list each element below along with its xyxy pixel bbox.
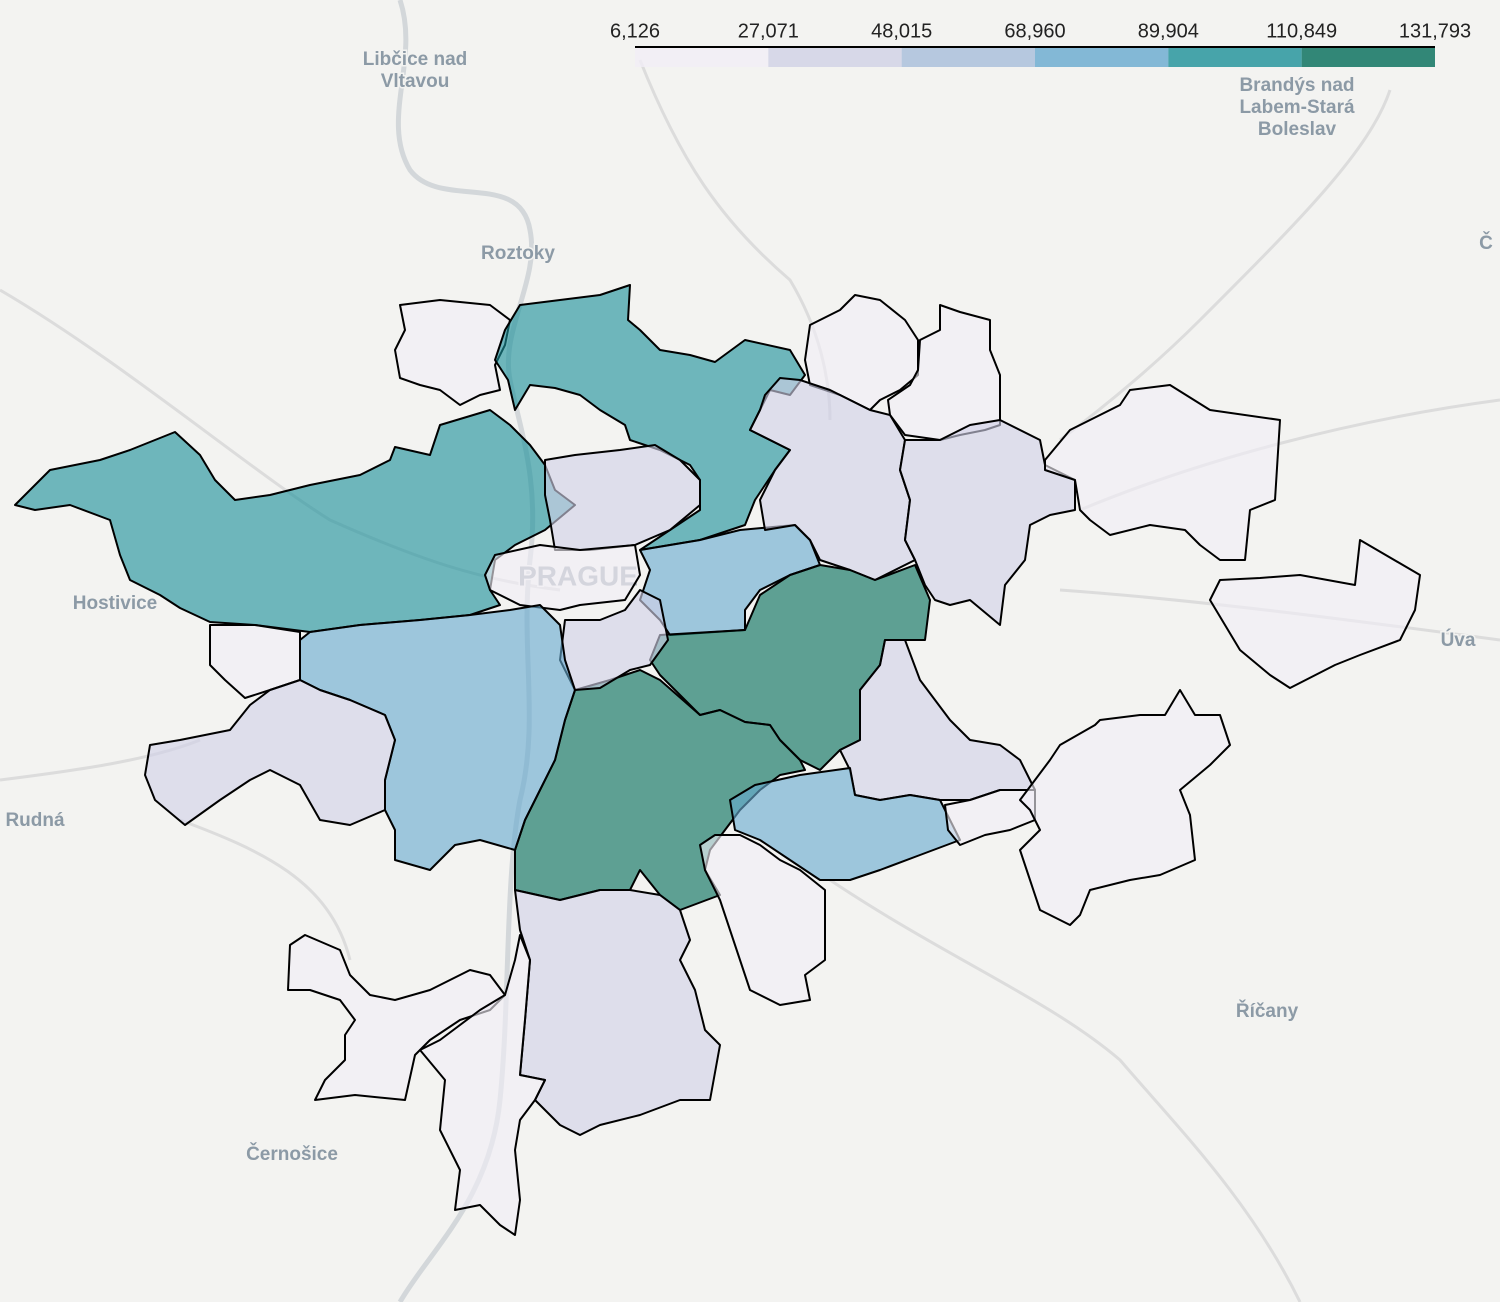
colorbar-tick-label: 89,904 — [1138, 20, 1199, 42]
place-label: Vltavou — [381, 71, 450, 92]
district — [944, 789, 1036, 846]
colorbar-tick-label: 68,960 — [1004, 20, 1065, 42]
colorbar-tick-label: 110,849 — [1266, 20, 1337, 42]
colorbar-tick-label: 6,126 — [610, 20, 660, 42]
place-label: Černošice — [246, 1143, 338, 1165]
colorbar-bin — [901, 47, 1036, 67]
place-label: Říčany — [1236, 1000, 1299, 1022]
district — [287, 934, 506, 1101]
district — [1019, 689, 1231, 926]
district — [899, 419, 1076, 626]
place-label: Brandýs nad — [1239, 75, 1354, 96]
colorbar-tick-label: 131,793 — [1399, 20, 1471, 42]
place-label: Úva — [1441, 629, 1476, 651]
district — [1044, 384, 1281, 561]
district — [394, 299, 511, 406]
colorbar-bin — [1168, 47, 1302, 67]
place-label: Labem-Stará — [1239, 97, 1355, 118]
regions — [14, 284, 1421, 1236]
colorbar-tick-label: 48,015 — [871, 20, 932, 42]
district — [749, 377, 916, 581]
district — [544, 444, 701, 551]
place-label: Boleslav — [1258, 119, 1337, 140]
place-label: Libčice nad — [363, 49, 468, 70]
district — [699, 834, 826, 1006]
district — [484, 544, 641, 611]
place-label: Roztoky — [481, 243, 555, 264]
colorbar-bin — [635, 47, 769, 67]
district — [419, 934, 546, 1236]
place-label: Č — [1479, 232, 1493, 254]
place-label: Hostivice — [73, 593, 157, 614]
district — [1209, 539, 1421, 689]
colorbar-bin — [1301, 47, 1435, 67]
colorbar: 6,126 27,071 48,015 68,960 89,904 110,849 131,… — [610, 20, 1471, 67]
colorbar-bin — [768, 47, 902, 67]
colorbar-bin — [1035, 47, 1169, 67]
place-label: Rudná — [5, 810, 65, 831]
district — [144, 679, 396, 826]
colorbar-tick-label: 27,071 — [738, 20, 799, 42]
